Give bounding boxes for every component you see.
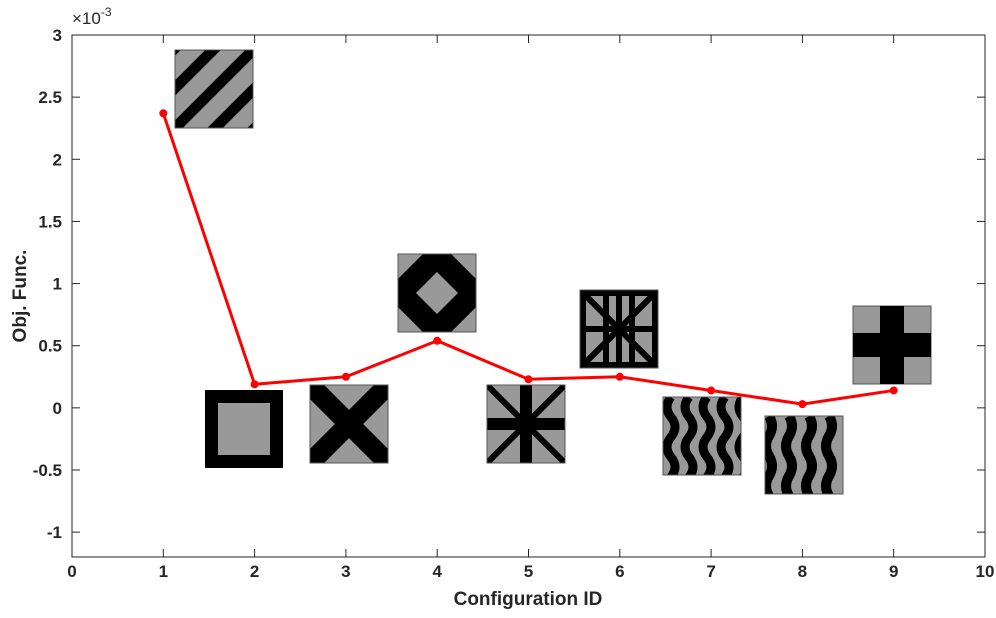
data-point [433,336,442,345]
data-point [524,375,533,384]
x-axis-label: Configuration ID [454,589,603,610]
data-point [159,109,168,118]
x-tick-label: 1 [159,562,168,581]
x-tick-label: 8 [798,562,807,581]
icon-stripes [174,49,254,129]
x-tick-label: 2 [250,562,259,581]
y-multiplier-exponent: -3 [101,5,112,19]
data-point [707,386,716,395]
y-tick-label: 1 [53,275,62,294]
data-point [889,386,898,395]
data-point [341,372,350,381]
icon-wavy [662,396,742,476]
y-tick-label: -1 [47,523,62,542]
icon-x [309,384,389,464]
y-axis-label: Obj. Func. [10,250,31,343]
y-tick-label: 0 [53,399,62,418]
icon-grid-x [579,289,659,369]
data-point [250,380,259,389]
y-multiplier: ×10-3 [72,5,112,28]
y-tick-label: 3 [53,26,62,45]
y-tick-label: -0.5 [33,461,62,480]
y-tick-label: 2 [53,150,62,169]
x-tick-label: 3 [341,562,350,581]
icon-plus [852,305,932,385]
y-tick-label: 2.5 [38,88,62,107]
icon-diamond [397,253,477,333]
x-tick-label: 4 [432,562,442,581]
data-point [615,372,624,381]
x-tick-label: 5 [524,562,533,581]
y-multiplier-base: ×10 [72,9,101,28]
x-tick-label: 6 [615,562,624,581]
icon-frame [205,390,283,468]
icons [174,49,932,495]
x-tick-label: 9 [889,562,898,581]
y-tick-label: 1.5 [38,212,62,231]
x-tick-label: 0 [67,562,76,581]
icon-wavy-2 [764,415,844,495]
y-tick-label: 0.5 [38,337,62,356]
x-tick-label: 10 [976,562,995,581]
x-tick-label: 7 [706,562,715,581]
data-point [798,400,807,409]
icon-asterisk [486,384,566,464]
